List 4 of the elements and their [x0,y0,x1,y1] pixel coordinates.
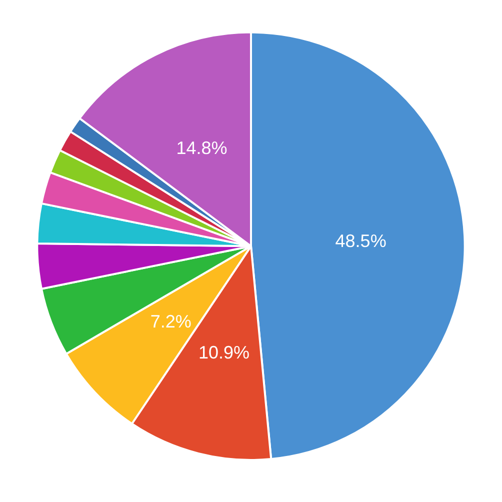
data-label: 7.2% [150,311,192,332]
data-label: 48.5% [335,230,386,251]
data-label: 14.8% [176,138,228,158]
data-label: 10.9% [198,342,250,363]
